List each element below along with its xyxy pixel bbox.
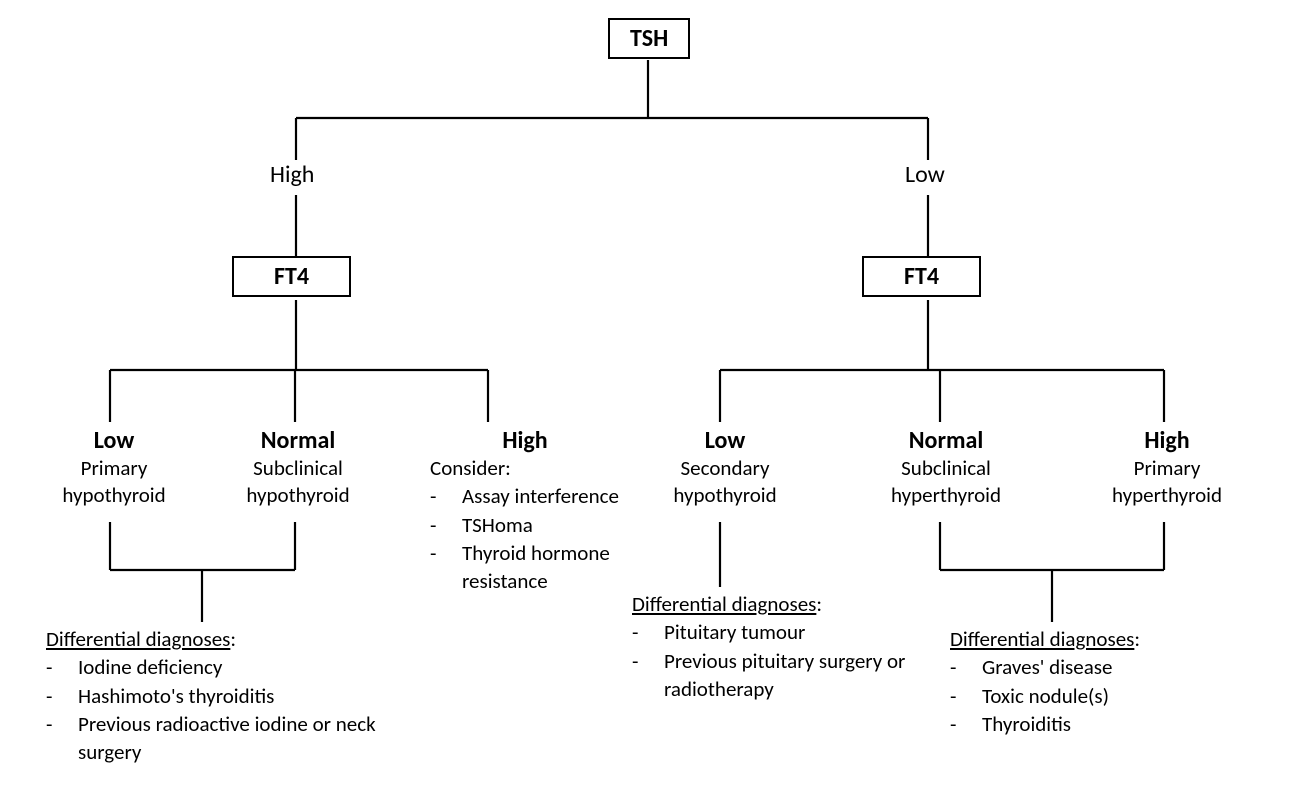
outcome-left-normal-sub: Subclinical hypothyroid [218,455,378,510]
list-item-text: Toxic nodule(s) [982,682,1109,710]
diff-mid: Differential diagnoses: -Pituitary tumou… [632,591,952,703]
diff-left: Differential diagnoses: -Iodine deficien… [46,626,426,767]
diff-right-list: -Graves' disease-Toxic nodule(s)-Thyroid… [950,653,1250,738]
node-ft4-left-label: FT4 [274,262,309,291]
outcome-right-high-sub: Primary hyperthyroid [1082,455,1252,510]
node-tsh-label: TSH [630,24,668,53]
list-item-text: Iodine deficiency [78,653,222,681]
outcome-right-normal: Normal Subclinical hyperthyroid [856,426,1036,510]
outcome-left-high-list: -Assay interference-TSHoma-Thyroid hormo… [430,482,620,595]
list-item-text: Graves' disease [982,653,1112,681]
bullet-dash: - [632,647,664,704]
outcome-right-normal-sub: Subclinical hyperthyroid [856,455,1036,510]
list-item: -Thyroiditis [950,710,1250,738]
diff-left-list: -Iodine deficiency-Hashimoto's thyroidit… [46,653,426,766]
list-item-text: Previous pituitary surgery or radiothera… [664,647,952,704]
outcome-right-low-header: Low [650,426,800,455]
list-item-text: Previous radioactive iodine or neck surg… [78,710,426,767]
node-ft4-left: FT4 [232,256,351,297]
list-item: -Toxic nodule(s) [950,682,1250,710]
outcome-left-high: High Consider: -Assay interference-TSHom… [430,426,620,596]
list-item: -Thyroid hormone resistance [430,539,620,596]
bullet-dash: - [950,710,982,738]
outcome-right-normal-header: Normal [856,426,1036,455]
list-item: -Pituitary tumour [632,618,952,646]
outcome-left-low-sub: Primary hypothyroid [44,455,184,510]
outcome-right-low-sub: Secondary hypothyroid [650,455,800,510]
list-item-text: Thyroid hormone resistance [462,539,620,596]
outcome-left-high-lead: Consider: [430,455,620,482]
branch-tsh-high: High [270,160,314,189]
outcome-left-normal: Normal Subclinical hypothyroid [218,426,378,510]
list-item: -Previous radioactive iodine or neck sur… [46,710,426,767]
list-item: -Iodine deficiency [46,653,426,681]
list-item-text: TSHoma [462,511,533,539]
list-item: -Hashimoto's thyroiditis [46,682,426,710]
list-item-text: Hashimoto's thyroiditis [78,682,274,710]
outcome-left-low-header: Low [44,426,184,455]
bullet-dash: - [46,710,78,767]
outcome-right-high: High Primary hyperthyroid [1082,426,1252,510]
flowchart-canvas: TSH High Low FT4 FT4 Low Primary hypothy… [0,0,1296,812]
diff-mid-title: Differential diagnoses [632,591,816,617]
list-item-text: Pituitary tumour [664,618,805,646]
bullet-dash: - [46,682,78,710]
outcome-left-high-header: High [430,426,620,455]
bullet-dash: - [950,682,982,710]
bullet-dash: - [430,511,462,539]
node-ft4-right-label: FT4 [904,262,939,291]
outcome-right-low: Low Secondary hypothyroid [650,426,800,510]
list-item: -TSHoma [430,511,620,539]
outcome-left-low: Low Primary hypothyroid [44,426,184,510]
bullet-dash: - [950,653,982,681]
branch-tsh-low: Low [905,160,945,189]
branch-tsh-low-label: Low [905,160,945,189]
bullet-dash: - [632,618,664,646]
list-item: -Previous pituitary surgery or radiother… [632,647,952,704]
diff-right-title: Differential diagnoses [950,626,1134,652]
branch-tsh-high-label: High [270,160,314,189]
list-item-text: Assay interference [462,482,619,510]
node-tsh: TSH [608,18,690,59]
list-item: -Assay interference [430,482,620,510]
bullet-dash: - [430,482,462,510]
outcome-right-high-header: High [1082,426,1252,455]
outcome-left-normal-header: Normal [218,426,378,455]
diff-right: Differential diagnoses: -Graves' disease… [950,626,1250,738]
diff-mid-list: -Pituitary tumour-Previous pituitary sur… [632,618,952,703]
list-item: -Graves' disease [950,653,1250,681]
node-ft4-right: FT4 [862,256,981,297]
list-item-text: Thyroiditis [982,710,1071,738]
bullet-dash: - [46,653,78,681]
diff-left-title: Differential diagnoses [46,626,230,652]
bullet-dash: - [430,539,462,596]
